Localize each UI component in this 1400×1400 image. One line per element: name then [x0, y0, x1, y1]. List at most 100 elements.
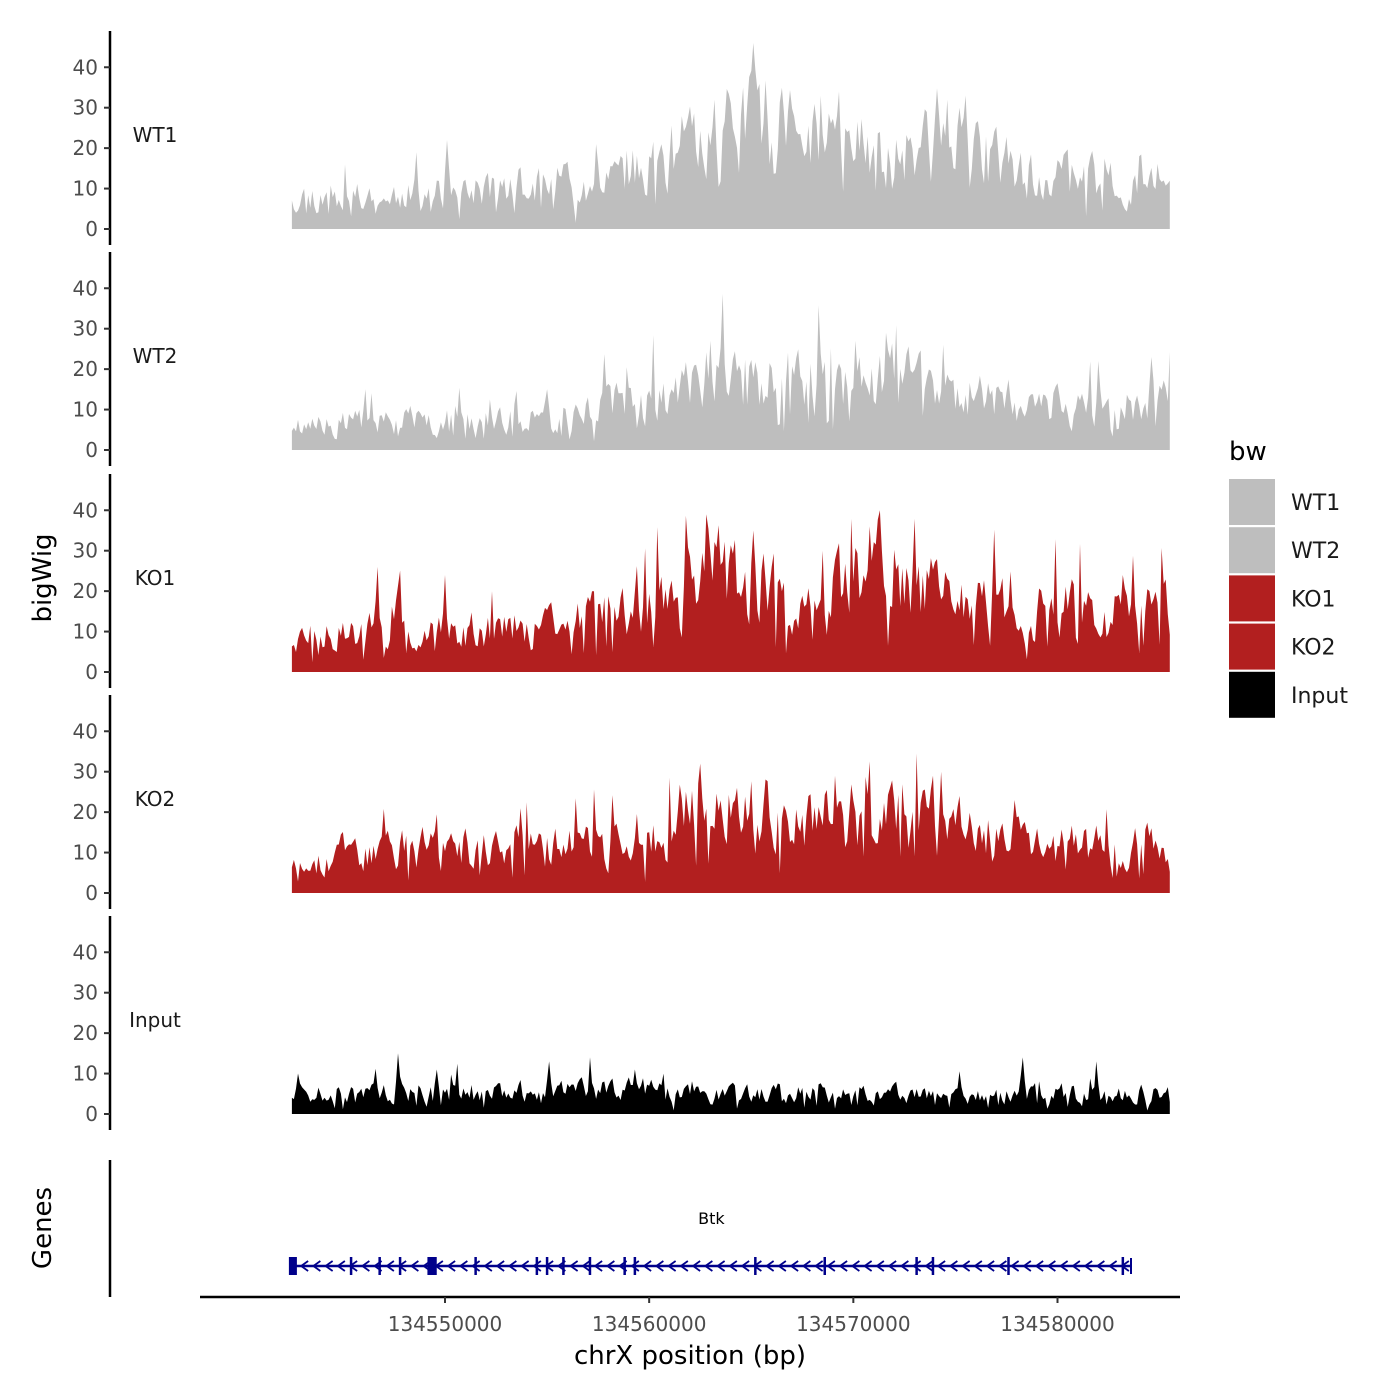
y-tick-label: 30	[73, 96, 98, 120]
exon-mark	[623, 1257, 626, 1275]
strand-arrow	[1046, 1260, 1056, 1272]
y-tick-label: 0	[85, 881, 98, 905]
legend-swatch-ko1	[1229, 575, 1275, 622]
y-tick-label: 30	[73, 981, 98, 1005]
track-wt1: 0 10 20 30 40 WT1	[73, 31, 1170, 245]
strand-arrow	[324, 1260, 334, 1272]
strand-arrow	[826, 1260, 836, 1272]
exon-mark	[428, 1257, 437, 1275]
y-tick-label: 30	[73, 317, 98, 341]
strand-arrow	[495, 1260, 505, 1272]
strand-arrow	[912, 1260, 922, 1272]
strand-arrow	[924, 1260, 934, 1272]
y-tick-label: 10	[73, 620, 98, 644]
strand-arrow	[838, 1260, 848, 1272]
strand-arrow	[581, 1260, 591, 1272]
strand-arrow	[961, 1260, 971, 1272]
legend-label-wt2: WT2	[1291, 539, 1340, 564]
y-tick-label: 0	[85, 660, 98, 684]
y-axis-title: bigWig	[28, 533, 58, 622]
track-wt2: 0 10 20 30 40 WT2	[73, 252, 1170, 466]
signal-area-wt1	[291, 43, 1170, 229]
strand-arrow	[765, 1260, 775, 1272]
x-tick-label: 134550000	[388, 1312, 503, 1336]
track-ko1: 0 10 20 30 40 KO1	[73, 474, 1170, 688]
strand-arrow	[728, 1260, 738, 1272]
y-tick-label: 20	[73, 579, 98, 603]
legend-label-ko2: KO2	[1291, 636, 1336, 661]
legend-swatch-input	[1229, 671, 1275, 718]
y-tick-label: 20	[73, 800, 98, 824]
strand-arrow	[311, 1260, 321, 1272]
strand-arrow	[997, 1260, 1007, 1272]
strand-arrow	[569, 1260, 579, 1272]
exon-mark	[562, 1257, 565, 1275]
strand-arrow	[899, 1260, 909, 1272]
exon-mark	[349, 1257, 353, 1275]
strand-arrow	[850, 1260, 860, 1272]
strand-arrow	[532, 1260, 542, 1272]
strand-arrow	[985, 1260, 995, 1272]
strand-arrow	[299, 1260, 309, 1272]
exon-mark	[288, 1257, 297, 1275]
strand-arrow	[740, 1260, 750, 1272]
strand-arrow	[887, 1260, 897, 1272]
legend-title: bw	[1229, 437, 1267, 467]
strand-arrow	[446, 1260, 456, 1272]
y-tick-label: 0	[85, 438, 98, 462]
strand-arrow	[630, 1260, 640, 1272]
y-tick-label: 10	[73, 177, 98, 201]
strand-arrow	[1059, 1260, 1069, 1272]
exon-mark	[823, 1257, 826, 1275]
y-tick-label: 0	[85, 217, 98, 241]
legend-label-input: Input	[1291, 684, 1348, 709]
y-tick-label: 20	[73, 1021, 98, 1045]
legend-swatch-ko2	[1229, 623, 1275, 670]
x-axis-title: chrX position (bp)	[574, 1341, 806, 1371]
strand-arrow	[1108, 1260, 1118, 1272]
gene-name-label: Btk	[698, 1209, 725, 1228]
strand-arrow	[814, 1260, 824, 1272]
strand-arrow	[936, 1260, 946, 1272]
track-label: KO2	[135, 787, 176, 811]
legend-label-ko1: KO1	[1291, 587, 1336, 612]
strand-arrow	[716, 1260, 726, 1272]
y-tick-label: 40	[73, 276, 98, 300]
exon-mark	[378, 1257, 381, 1275]
track-label: KO1	[135, 566, 176, 590]
genes-panel: Btk	[108, 1160, 1132, 1297]
strand-arrow	[667, 1260, 677, 1272]
strand-arrow	[654, 1260, 664, 1272]
strand-arrow	[409, 1260, 419, 1272]
y-tick-label: 30	[73, 760, 98, 784]
y-tick-label: 40	[73, 55, 98, 79]
y-tick-label: 20	[73, 136, 98, 160]
strand-arrow	[789, 1260, 799, 1272]
exon-mark	[474, 1257, 477, 1275]
strand-arrow	[863, 1260, 873, 1272]
track-label: WT2	[133, 344, 178, 368]
strand-arrow	[1095, 1260, 1105, 1272]
exon-mark	[931, 1257, 935, 1275]
strand-arrow	[471, 1260, 481, 1272]
exon-mark	[1121, 1257, 1125, 1275]
strand-arrow	[458, 1260, 468, 1272]
strand-arrow	[703, 1260, 713, 1272]
exon-mark	[427, 1257, 430, 1275]
track-label: WT1	[133, 123, 178, 147]
exon-mark	[588, 1257, 592, 1275]
strand-arrow	[777, 1260, 787, 1272]
strand-arrow	[679, 1260, 689, 1272]
signal-area-ko2	[291, 753, 1170, 893]
y-tick-label: 20	[73, 357, 98, 381]
strand-arrow	[642, 1260, 652, 1272]
strand-arrow	[948, 1260, 958, 1272]
strand-arrow	[1071, 1260, 1081, 1272]
track-ko2: 0 10 20 30 40 KO2	[73, 695, 1170, 909]
exon-mark	[915, 1257, 918, 1275]
y-tick-label: 40	[73, 498, 98, 522]
x-axis: 134550000 134560000 134570000 134580000	[200, 1295, 1180, 1336]
y-tick-label: 40	[73, 940, 98, 964]
exon-mark	[535, 1257, 539, 1275]
